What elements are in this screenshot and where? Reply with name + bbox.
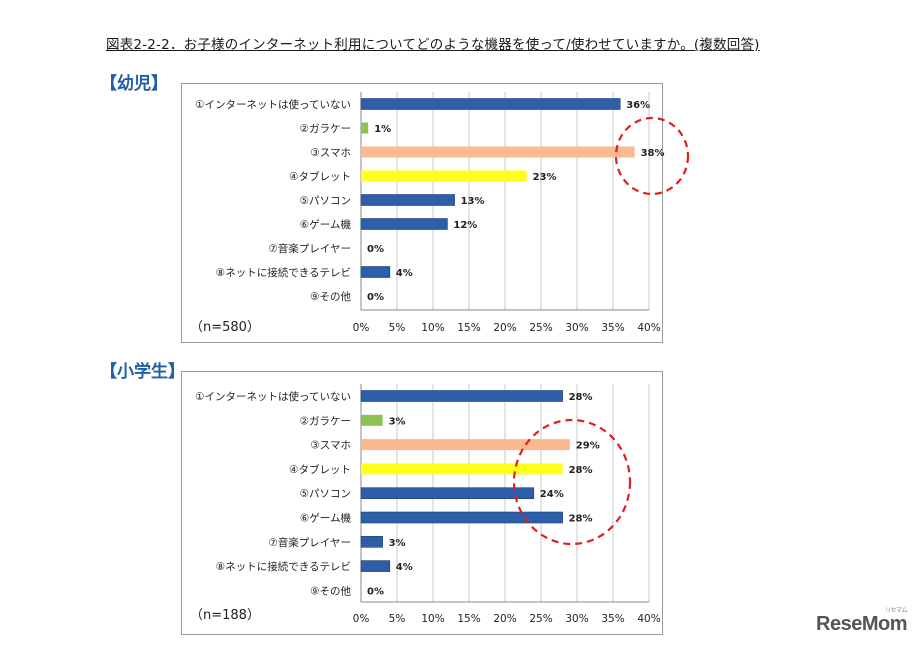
category-label: ②ガラケー <box>300 123 351 135</box>
category-label: ⑨その他 <box>310 584 351 597</box>
logo-sub-text: リセマム <box>884 608 908 614</box>
category-label: ③スマホ <box>310 440 351 452</box>
bar <box>360 218 448 230</box>
x-tick-label: 25% <box>529 322 552 334</box>
value-label: 28% <box>569 392 593 403</box>
value-label: 38% <box>641 148 665 159</box>
value-label: 0% <box>367 586 384 597</box>
bar <box>361 414 383 426</box>
category-label: ④タブレット <box>289 170 351 183</box>
value-label: 0% <box>367 292 384 303</box>
x-tick-label: 35% <box>601 322 624 334</box>
x-tick-label: 40% <box>637 613 660 625</box>
logo-text: ReseMom <box>816 613 907 635</box>
category-label: ⑦音楽プレイヤー <box>268 536 351 549</box>
category-label: ①インターネットは使っていない <box>195 98 351 111</box>
category-label: ③スマホ <box>310 147 351 159</box>
bar-chart-infant: 0% 5% 10% 15% 20% 25% 30% 35% 40% ①インターネットは使っていない… <box>190 92 690 335</box>
x-tick-label: 30% <box>565 613 588 625</box>
section-label-infant: 【幼児】 <box>100 74 168 94</box>
x-tick-label: 10% <box>421 613 444 625</box>
chart-title: 図表2-2-2．お子様のインターネット利用についてどのような機器を使って/使わせ… <box>106 37 760 53</box>
x-tick-label: 20% <box>493 613 516 625</box>
bar <box>360 560 391 572</box>
x-tick-label: 25% <box>529 613 552 625</box>
bar <box>361 122 369 134</box>
category-label: ④タブレット <box>289 463 351 476</box>
bar <box>360 536 383 548</box>
value-label: 13% <box>461 196 485 207</box>
value-label: 0% <box>367 244 384 255</box>
bar <box>360 98 621 110</box>
value-label: 24% <box>540 489 564 500</box>
category-label: ⑤パソコン <box>300 195 351 207</box>
value-label: 1% <box>374 124 391 135</box>
value-label: 23% <box>533 172 557 183</box>
category-label: ①インターネットは使っていない <box>195 390 351 403</box>
x-tick-label: 30% <box>565 322 588 334</box>
bar <box>361 463 563 475</box>
value-label: 36% <box>626 100 650 111</box>
sample-size-label: （n=580） <box>190 320 260 335</box>
x-tick-label: 15% <box>457 613 480 625</box>
bar <box>360 194 455 206</box>
chart-panel-elementary: 0% 5% 10% 15% 20% 25% 30% 35% 40% ①インターネットは使っていない… <box>181 371 663 635</box>
category-label: ⑥ゲーム機 <box>300 218 352 231</box>
bar <box>361 170 527 182</box>
value-label: 28% <box>569 465 593 476</box>
sample-size-label: （n=188） <box>190 608 260 623</box>
highlight-circle <box>614 116 690 196</box>
category-label: ⑧ネットに接続できるテレビ <box>216 266 351 279</box>
x-tick-label: 20% <box>493 322 516 334</box>
x-tick-label: 15% <box>457 322 480 334</box>
x-tick-label: 0% <box>353 613 370 625</box>
bar <box>360 511 563 524</box>
x-tick-label: 0% <box>353 322 370 334</box>
value-label: 4% <box>396 562 413 573</box>
bar <box>361 439 570 451</box>
x-tick-label: 10% <box>421 322 444 334</box>
chart-panel-infant: 0% 5% 10% 15% 20% 25% 30% 35% 40% ①インターネットは使っていない… <box>181 83 690 343</box>
value-label: 4% <box>396 268 413 279</box>
category-label: ⑦音楽プレイヤー <box>268 242 351 255</box>
value-label: 28% <box>569 514 593 525</box>
x-tick-label: 5% <box>389 613 406 625</box>
category-label: ②ガラケー <box>300 415 351 427</box>
category-label: ⑥ゲーム機 <box>300 512 352 525</box>
bar <box>360 266 391 278</box>
value-label: 3% <box>389 538 406 549</box>
section-label-elementary: 【小学生】 <box>100 362 185 382</box>
bar <box>361 146 635 158</box>
x-tick-label: 35% <box>601 613 624 625</box>
category-label: ⑤パソコン <box>300 488 351 500</box>
value-label: 3% <box>389 416 406 427</box>
category-label: ⑨その他 <box>310 290 351 303</box>
highlight-circle <box>512 418 632 546</box>
resemom-logo: リセマム ReseMom <box>816 608 907 636</box>
bar-chart-elementary: 0% 5% 10% 15% 20% 25% 30% 35% 40% ①インターネットは使っていない… <box>190 384 661 625</box>
x-tick-label: 5% <box>389 322 406 334</box>
category-label: ⑧ネットに接続できるテレビ <box>216 560 351 573</box>
bar <box>360 390 563 402</box>
value-label: 29% <box>576 441 600 452</box>
x-tick-label: 40% <box>637 322 660 334</box>
bar <box>360 487 535 499</box>
value-label: 12% <box>453 220 477 231</box>
